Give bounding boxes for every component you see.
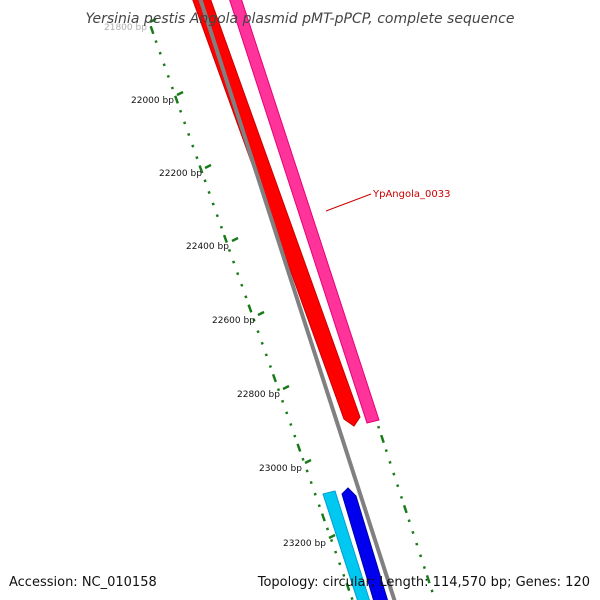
gene-red-arrow[interactable]: [191, 0, 361, 427]
tick-label-22800-bp: 22800 bp: [237, 390, 280, 400]
scale-tick-minor: [334, 550, 338, 554]
inner-tick-minor: [415, 542, 419, 546]
scale-tick-minor: [264, 353, 268, 357]
major-tick-mark: [257, 310, 265, 317]
scale-tick-major: [149, 25, 155, 35]
scale-tick-minor: [260, 341, 264, 345]
inner-tick-minor: [407, 519, 411, 523]
inner-tick-minor: [419, 554, 423, 558]
scale-tick-major: [222, 234, 228, 244]
scale-tick-minor: [276, 388, 281, 392]
scale-tick-minor: [183, 121, 187, 125]
scale-tick-minor: [187, 132, 191, 137]
sequence-backbone: [198, 0, 397, 600]
inner-tick-major: [380, 434, 385, 444]
tick-label-22200-bp: 22200 bp: [159, 169, 202, 179]
scale-tick-minor: [268, 364, 272, 369]
scale-tick-minor: [207, 190, 211, 195]
scale-tick-minor: [330, 538, 334, 543]
inner-tick-minor: [384, 449, 388, 453]
scale-tick-minor: [285, 411, 289, 415]
scale-tick-minor: [301, 457, 305, 461]
inner-tick-minor: [388, 460, 392, 464]
inner-tick-minor: [396, 484, 400, 488]
inner-tick-minor: [377, 425, 381, 429]
scale-tick-minor: [191, 144, 195, 148]
tick-label-21800-bp: 21800 bp: [104, 23, 147, 33]
scale-tick-minor: [166, 74, 170, 78]
scale-tick-minor: [170, 86, 174, 90]
gene-cyan-bar[interactable]: [322, 490, 371, 600]
scale-tick-minor: [154, 40, 158, 44]
major-tick-mark: [304, 458, 312, 465]
major-tick-mark: [204, 163, 212, 170]
scale-tick-minor: [244, 295, 248, 299]
inner-tick-minor: [411, 530, 415, 534]
major-tick-mark: [176, 90, 184, 97]
scale-tick-minor: [289, 422, 293, 427]
scale-tick-minor: [211, 202, 215, 206]
scale-tick-minor: [232, 260, 236, 264]
scale-tick-minor: [240, 283, 244, 287]
inner-tick-minor: [399, 495, 404, 499]
scale-tick-major: [271, 373, 277, 383]
inner-tick-major: [425, 575, 431, 584]
tick-label-23200-bp: 23200 bp: [283, 539, 326, 549]
gene-blue-arrow[interactable]: [341, 487, 389, 600]
scale-tick-major: [345, 582, 351, 592]
scale-tick-minor: [195, 156, 199, 160]
scale-tick-minor: [281, 399, 285, 403]
inner-tick-major: [402, 504, 408, 514]
tick-label-22000-bp: 22000 bp: [131, 96, 174, 106]
topology-summary: Topology: circular; Length: 114,570 bp; …: [257, 575, 590, 590]
scale-tick-minor: [350, 596, 354, 600]
scale-tick-minor: [203, 179, 207, 183]
inner-tick-minor: [422, 565, 426, 570]
inner-tick-minor: [392, 472, 396, 476]
major-tick-mark: [231, 236, 239, 243]
scale-tick-minor: [219, 225, 223, 229]
tick-label-23000-bp: 23000 bp: [259, 464, 302, 474]
tick-label-22400-bp: 22400 bp: [186, 242, 229, 252]
tick-marks: [149, 13, 434, 600]
scale-tick-major: [247, 304, 253, 313]
scale-tick-minor: [215, 214, 219, 218]
scale-tick-minor: [305, 469, 309, 473]
map-title: Yersinia pestis Angola plasmid pMT-pPCP,…: [85, 11, 514, 27]
scale-tick-major: [174, 95, 179, 104]
scale-tick-minor: [293, 434, 297, 438]
scale-tick-major: [320, 513, 326, 522]
major-tick-mark: [149, 17, 157, 24]
scale-tick-minor: [236, 272, 240, 276]
gene-pink-bar[interactable]: [228, 0, 380, 424]
scale-tick-minor: [342, 573, 346, 577]
major-tick-mark: [282, 384, 290, 391]
scale-tick-major: [198, 165, 204, 174]
tick-labels: 21800 bp 22000 bp 22200 bp 22400 bp 22600 bp…: [104, 17, 336, 549]
scale-tick-minor: [179, 109, 183, 113]
scale-tick-minor: [317, 504, 321, 508]
scale-tick-minor: [256, 330, 260, 334]
scale-tick-minor: [162, 63, 166, 67]
scale-tick-minor: [227, 248, 232, 253]
scale-tick-minor: [309, 480, 313, 485]
scale-tick-minor: [325, 527, 330, 531]
inner-tick-minor: [430, 589, 434, 593]
gene-label-ypangola-0033[interactable]: YpAngola_0033: [372, 189, 450, 200]
scale-tick-minor: [338, 562, 342, 566]
major-tick-mark: [328, 533, 336, 540]
accession-label: Accession: NC_010158: [9, 575, 157, 590]
tick-label-22600-bp: 22600 bp: [212, 316, 255, 326]
gene-features: [191, 0, 397, 600]
scale-tick-minor: [252, 318, 256, 322]
gene-label-leader: [325, 193, 372, 212]
scale-tick-minor: [313, 492, 317, 496]
scale-tick-minor: [158, 51, 162, 55]
scale-tick-major: [296, 443, 302, 452]
